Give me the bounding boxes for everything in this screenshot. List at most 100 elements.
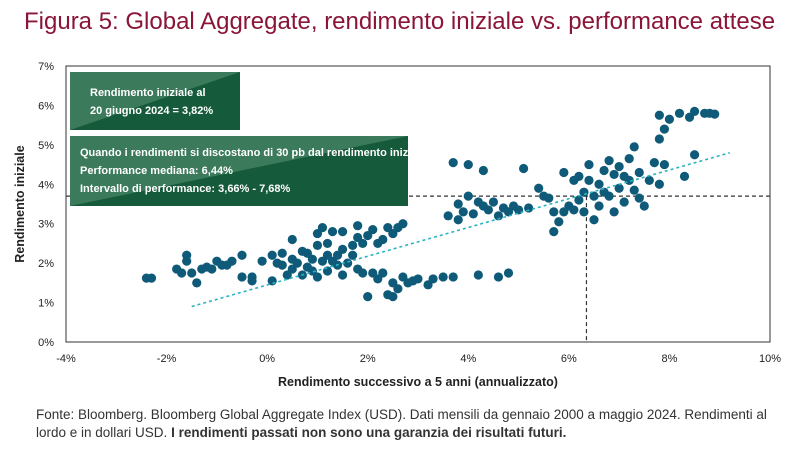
scatter-point xyxy=(574,195,584,205)
scatter-point xyxy=(353,221,363,231)
scatter-point xyxy=(337,270,348,280)
annotation-box1-line2: 20 giugno 2024 = 3,82% xyxy=(90,105,213,117)
scatter-point xyxy=(348,250,358,260)
scatter-point xyxy=(519,163,529,174)
annotation-box1-line1: Rendimento iniziale al xyxy=(90,87,206,99)
scatter-point xyxy=(453,199,463,209)
annotation-box-initial-yield: Rendimento iniziale al 20 giugno 2024 = … xyxy=(70,72,240,130)
y-tick-label: 3% xyxy=(38,219,54,231)
scatter-point xyxy=(368,225,378,235)
scatter-point xyxy=(468,209,478,219)
scatter-point xyxy=(227,256,237,266)
scatter-point xyxy=(569,205,579,215)
scatter-point xyxy=(639,201,649,211)
scatter-point xyxy=(594,179,604,189)
source-text: Fonte: Bloomberg. Bloomberg Global Aggre… xyxy=(36,407,767,440)
scatter-point xyxy=(287,234,297,245)
scatter-point xyxy=(554,217,564,227)
scatter-point xyxy=(654,110,664,120)
scatter-point xyxy=(312,272,323,282)
annotation-box2-line1: Quando i rendimenti si discostano di 30 … xyxy=(80,147,430,159)
scatter-point xyxy=(493,211,504,221)
scatter-point xyxy=(363,292,373,302)
scatter-point xyxy=(624,154,634,164)
scatter-point xyxy=(629,142,639,152)
scatter-point xyxy=(644,175,654,185)
scatter-point xyxy=(438,272,448,282)
scatter-point xyxy=(192,278,202,288)
scatter-point xyxy=(609,207,619,217)
source-disclaimer: I rendimenti passati non sono una garanz… xyxy=(171,425,567,440)
y-tick-label: 1% xyxy=(38,298,54,310)
scatter-point xyxy=(659,159,670,170)
scatter-point xyxy=(146,273,157,283)
scatter-point xyxy=(348,240,358,250)
scatter-point xyxy=(594,201,604,211)
scatter-point xyxy=(448,272,458,282)
scatter-point xyxy=(674,108,685,118)
scatter-point xyxy=(277,248,287,258)
scatter-point xyxy=(483,205,493,215)
scatter-point xyxy=(292,258,302,268)
x-tick-label: 6% xyxy=(561,353,577,365)
plot-frame xyxy=(65,65,771,343)
scatter-point xyxy=(544,193,554,203)
y-tick-label: 2% xyxy=(38,258,54,270)
scatter-point xyxy=(609,169,619,180)
scatter-point xyxy=(689,150,700,160)
scatter-point xyxy=(337,244,348,254)
scatter-point xyxy=(589,215,599,225)
scatter-point xyxy=(534,183,544,193)
y-tick-label: 6% xyxy=(38,100,54,112)
x-tick-label: -2% xyxy=(157,353,177,365)
y-tick-label: 7% xyxy=(38,61,54,73)
scatter-point xyxy=(584,175,594,185)
scatter-point xyxy=(413,274,423,284)
scatter-point xyxy=(629,185,639,195)
annotation-box-performance: Quando i rendimenti si discostano di 30 … xyxy=(70,136,430,206)
scatter-point xyxy=(710,109,720,119)
scatter-point xyxy=(654,134,664,144)
scatter-point xyxy=(448,158,458,168)
scatter-point xyxy=(388,292,398,302)
scatter-point xyxy=(187,268,197,278)
y-axis-label: Rendimento iniziale xyxy=(13,145,27,262)
scatter-point xyxy=(307,254,317,264)
scatter-point xyxy=(443,211,453,221)
scatter-point xyxy=(358,238,368,249)
scatter-point xyxy=(463,191,473,201)
scatter-point xyxy=(524,203,534,213)
scatter-point xyxy=(257,256,267,266)
scatter-point xyxy=(428,274,438,284)
scatter-point xyxy=(604,191,614,201)
scatter-point xyxy=(267,250,277,260)
scatter-point xyxy=(207,264,217,274)
scatter-point xyxy=(619,197,629,207)
scatter-point xyxy=(574,171,584,181)
scatter-point xyxy=(458,207,468,217)
scatter-point xyxy=(378,268,388,278)
scatter-point xyxy=(664,114,675,124)
scatter-point xyxy=(182,256,192,266)
y-tick-label: 4% xyxy=(38,179,54,191)
annotation-box2-line2: Performance mediana: 6,44% xyxy=(80,165,233,177)
scatter-point xyxy=(337,227,348,237)
scatter-point xyxy=(659,124,670,134)
scatter-point xyxy=(513,205,524,215)
y-tick-label: 5% xyxy=(38,140,54,152)
scatter-point xyxy=(478,165,488,176)
scatter-point xyxy=(549,207,559,217)
scatter-point xyxy=(579,207,589,217)
x-axis-ticks: -4% -2% 0% 2% 4% 6% 8% 10% xyxy=(56,353,781,365)
scatter-point xyxy=(634,193,644,203)
scatter-point xyxy=(493,272,504,282)
scatter-point xyxy=(277,260,287,270)
chart-title: Figura 5: Global Aggregate, rendimento i… xyxy=(24,8,776,35)
scatter-point xyxy=(549,227,559,237)
scatter-point xyxy=(614,183,624,193)
x-tick-label: 2% xyxy=(360,353,376,365)
scatter-point xyxy=(679,171,690,181)
scatter-point xyxy=(604,156,614,166)
scatter-point xyxy=(237,250,247,260)
scatter-point xyxy=(378,234,388,245)
